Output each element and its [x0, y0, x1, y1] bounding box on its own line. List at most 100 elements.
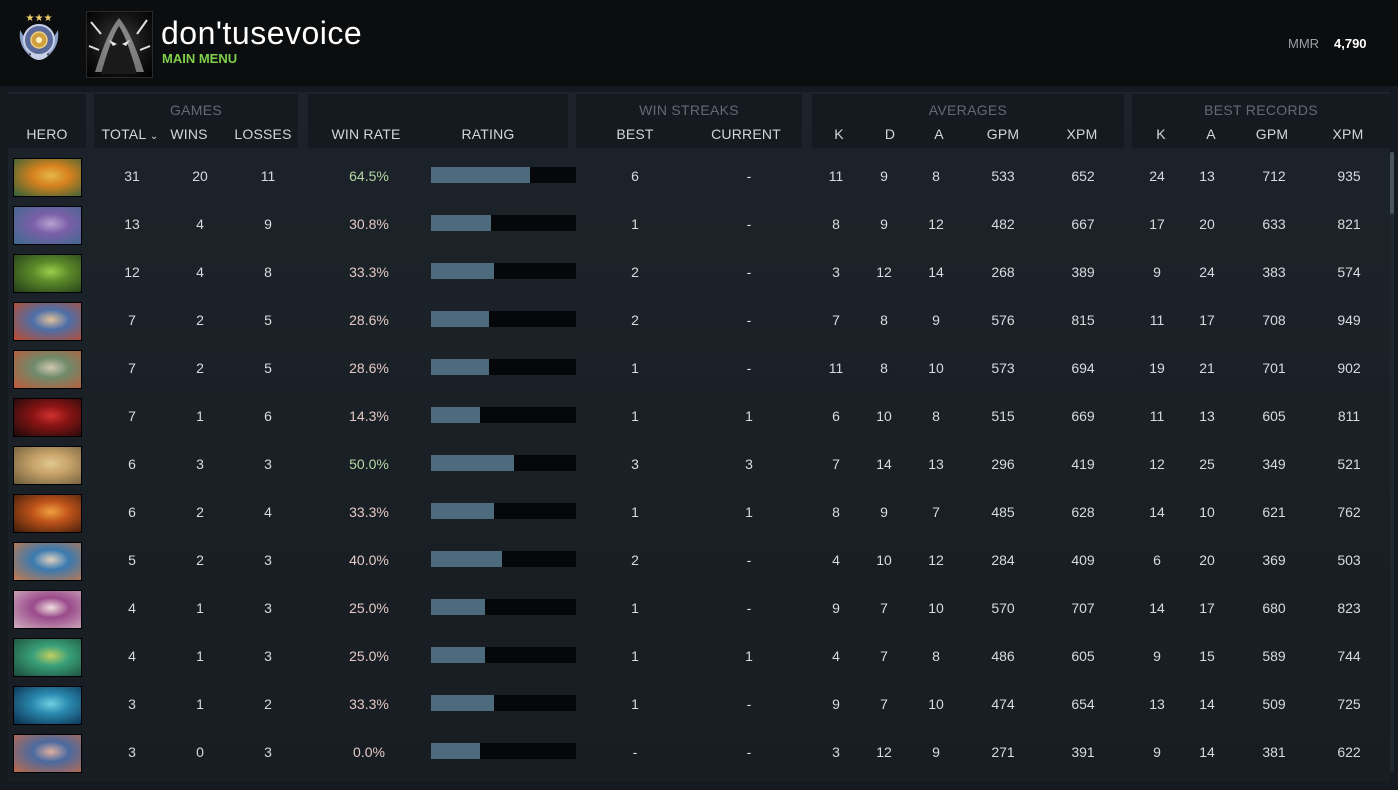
col-avg-k[interactable]: K	[834, 126, 844, 142]
col-best-a[interactable]: A	[1206, 126, 1216, 142]
hero-row[interactable]: 13 4 9 30.8% 1 - 8 9 12 482 667 17 20 633 821	[8, 200, 1380, 246]
rating-bar-fill	[431, 743, 480, 759]
hero-portrait-icon[interactable]	[13, 542, 82, 581]
col-win-rate[interactable]: WIN RATE	[331, 126, 401, 142]
col-avg-d[interactable]: D	[884, 126, 896, 142]
cell-total: 7	[128, 360, 136, 376]
hero-portrait-icon[interactable]	[13, 206, 82, 245]
cell-ba: 17	[1199, 600, 1215, 616]
hero-row[interactable]: 6 2 4 33.3% 1 1 8 9 7 485 628 14 10 621 762	[8, 488, 1380, 534]
cell-bxpm: 823	[1337, 600, 1361, 616]
rating-bar-fill	[431, 167, 530, 183]
cell-d: 14	[876, 456, 892, 472]
cell-losses: 3	[264, 456, 272, 472]
cell-bxpm: 811	[1337, 408, 1361, 424]
cell-ba: 13	[1199, 168, 1215, 184]
cell-best: 2	[631, 552, 639, 568]
cell-k: 3	[832, 744, 840, 760]
win-streaks-header-group	[576, 94, 802, 148]
col-avg-xpm[interactable]: XPM	[1066, 126, 1098, 142]
hero-row[interactable]: 7 1 6 14.3% 1 1 6 10 8 515 669 11 13 605 811	[8, 392, 1380, 438]
cell-win-rate: 14.3%	[349, 408, 389, 424]
cell-a: 7	[932, 504, 940, 520]
col-avg-a[interactable]: A	[934, 126, 944, 142]
cell-bxpm: 935	[1337, 168, 1361, 184]
hero-portrait-icon[interactable]	[13, 494, 82, 533]
hero-portrait-icon[interactable]	[13, 398, 82, 437]
cell-bgpm: 349	[1262, 456, 1286, 472]
player-avatar[interactable]	[86, 11, 153, 78]
cell-bk: 12	[1149, 456, 1165, 472]
cell-bxpm: 821	[1337, 216, 1361, 232]
hero-portrait-icon[interactable]	[13, 686, 82, 725]
cell-best: 1	[631, 360, 639, 376]
hero-portrait-icon[interactable]	[13, 350, 82, 389]
cell-d: 10	[876, 552, 892, 568]
cell-xpm: 419	[1071, 456, 1095, 472]
hero-portrait-icon[interactable]	[13, 590, 82, 629]
cell-ba: 10	[1199, 504, 1215, 520]
hero-row[interactable]: 4 1 3 25.0% 1 - 9 7 10 570 707 14 17 680 823	[8, 584, 1380, 630]
cell-d: 12	[876, 264, 892, 280]
cell-wins: 2	[196, 552, 204, 568]
cell-xpm: 652	[1071, 168, 1095, 184]
rating-bar-fill	[431, 551, 502, 567]
games-header-group	[94, 94, 298, 148]
hero-row[interactable]: 5 2 3 40.0% 2 - 4 10 12 284 409 6 20 369 503	[8, 536, 1380, 582]
hero-row[interactable]: 4 1 3 25.0% 1 1 4 7 8 486 605 9 15 589 744	[8, 632, 1380, 678]
hero-row[interactable]: 7 2 5 28.6% 2 - 7 8 9 576 815 11 17 708 949	[8, 296, 1380, 342]
cell-gpm: 570	[991, 600, 1015, 616]
col-best-gpm[interactable]: GPM	[1255, 126, 1289, 142]
cell-win-rate: 0.0%	[353, 744, 385, 760]
col-hero[interactable]: HERO	[26, 126, 68, 142]
col-rating[interactable]: RATING	[461, 126, 515, 142]
cell-bk: 14	[1149, 600, 1165, 616]
col-current-streak[interactable]: CURRENT	[711, 126, 781, 142]
cell-xpm: 815	[1071, 312, 1095, 328]
username: don'tusevoice	[161, 15, 363, 51]
main-menu-link[interactable]: MAIN MENU	[162, 51, 238, 66]
col-wins[interactable]: WINS	[170, 126, 208, 142]
profile-header: ★★★ don'tusevoice MAIN MENU MMR 4,790	[0, 0, 1398, 86]
cell-losses: 6	[264, 408, 272, 424]
cell-ba: 20	[1199, 216, 1215, 232]
cell-k: 8	[832, 216, 840, 232]
cell-xpm: 654	[1071, 696, 1095, 712]
scrollbar-thumb[interactable]	[1390, 152, 1394, 214]
hero-portrait-icon[interactable]	[13, 638, 82, 677]
win-streaks-group-title: WIN STREAKS	[639, 102, 739, 118]
cell-bk: 11	[1149, 312, 1165, 328]
hero-row[interactable]: 6 3 3 50.0% 3 3 7 14 13 296 419 12 25 349 521	[8, 440, 1380, 486]
cell-k: 6	[832, 408, 840, 424]
cell-wins: 1	[196, 696, 204, 712]
cell-current: -	[746, 264, 752, 280]
scrollbar[interactable]	[1390, 152, 1394, 772]
col-total[interactable]: TOTAL ⌄	[98, 126, 162, 142]
col-best-xpm[interactable]: XPM	[1332, 126, 1364, 142]
hero-row[interactable]: 3 1 2 33.3% 1 - 9 7 10 474 654 13 14 509 725	[8, 680, 1380, 726]
col-losses[interactable]: LOSSES	[234, 126, 292, 142]
cell-bk: 14	[1149, 504, 1165, 520]
hero-portrait-icon[interactable]	[13, 158, 82, 197]
hero-row[interactable]: 7 2 5 28.6% 1 - 11 8 10 573 694 19 21 701 902	[8, 344, 1380, 390]
rank-medal-icon: ★★★	[19, 13, 59, 60]
hero-row[interactable]: 31 20 11 64.5% 6 - 11 9 8 533 652 24 13 712 935	[8, 152, 1380, 198]
hero-portrait-icon[interactable]	[13, 302, 82, 341]
cell-wins: 1	[196, 600, 204, 616]
hero-row[interactable]: 12 4 8 33.3% 2 - 3 12 14 268 389 9 24 383 574	[8, 248, 1380, 294]
cell-d: 8	[880, 360, 888, 376]
hero-row[interactable]: 3 0 3 0.0% - - 3 12 9 271 391 9 14 381 622	[8, 728, 1380, 774]
col-avg-gpm[interactable]: GPM	[986, 126, 1020, 142]
cell-wins: 2	[196, 360, 204, 376]
cell-ba: 13	[1199, 408, 1215, 424]
hero-portrait-icon[interactable]	[13, 254, 82, 293]
col-best-k[interactable]: K	[1156, 126, 1166, 142]
hero-portrait-icon[interactable]	[13, 734, 82, 773]
cell-best: 2	[631, 264, 639, 280]
cell-d: 7	[880, 648, 888, 664]
rating-bar-fill	[431, 599, 485, 615]
hero-portrait-icon[interactable]	[13, 446, 82, 485]
cell-current: 1	[745, 648, 753, 664]
rating-bar	[431, 359, 576, 375]
col-best-streak[interactable]: BEST	[616, 126, 654, 142]
